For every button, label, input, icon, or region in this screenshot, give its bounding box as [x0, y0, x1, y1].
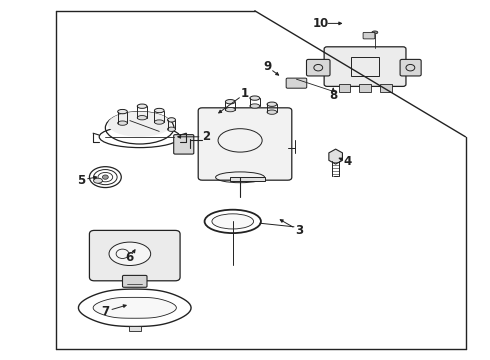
Text: 9: 9	[263, 60, 271, 73]
FancyBboxPatch shape	[173, 135, 194, 154]
Ellipse shape	[212, 214, 254, 229]
Ellipse shape	[118, 121, 127, 125]
FancyBboxPatch shape	[400, 59, 421, 76]
Bar	[380, 84, 392, 92]
Text: 7: 7	[101, 305, 109, 318]
Text: 2: 2	[202, 130, 210, 143]
Text: 3: 3	[295, 224, 303, 237]
Text: 8: 8	[329, 89, 337, 102]
Polygon shape	[93, 297, 176, 318]
Bar	[339, 84, 350, 92]
Ellipse shape	[267, 110, 277, 114]
Ellipse shape	[137, 104, 147, 108]
Bar	[359, 84, 371, 92]
Ellipse shape	[250, 96, 260, 100]
Ellipse shape	[168, 118, 175, 122]
Polygon shape	[329, 149, 343, 164]
Ellipse shape	[94, 178, 102, 183]
Ellipse shape	[154, 108, 164, 113]
Text: 5: 5	[77, 174, 85, 186]
Ellipse shape	[109, 242, 151, 266]
Text: 4: 4	[344, 156, 352, 168]
FancyBboxPatch shape	[324, 47, 406, 86]
Text: 1: 1	[241, 87, 249, 100]
Ellipse shape	[154, 120, 164, 124]
Text: 6: 6	[126, 251, 134, 264]
FancyBboxPatch shape	[307, 59, 330, 76]
Ellipse shape	[225, 99, 235, 104]
Text: 10: 10	[313, 17, 329, 30]
Ellipse shape	[372, 31, 378, 34]
Bar	[129, 326, 141, 331]
Polygon shape	[230, 177, 265, 181]
Circle shape	[102, 175, 108, 179]
FancyBboxPatch shape	[286, 78, 307, 88]
Ellipse shape	[137, 116, 147, 120]
Ellipse shape	[168, 127, 175, 131]
FancyBboxPatch shape	[363, 32, 375, 39]
Ellipse shape	[108, 112, 172, 137]
Ellipse shape	[250, 104, 260, 108]
Ellipse shape	[267, 102, 277, 107]
Ellipse shape	[118, 109, 127, 114]
FancyBboxPatch shape	[198, 108, 292, 180]
FancyBboxPatch shape	[122, 275, 147, 287]
FancyBboxPatch shape	[89, 230, 180, 281]
Ellipse shape	[225, 107, 235, 112]
